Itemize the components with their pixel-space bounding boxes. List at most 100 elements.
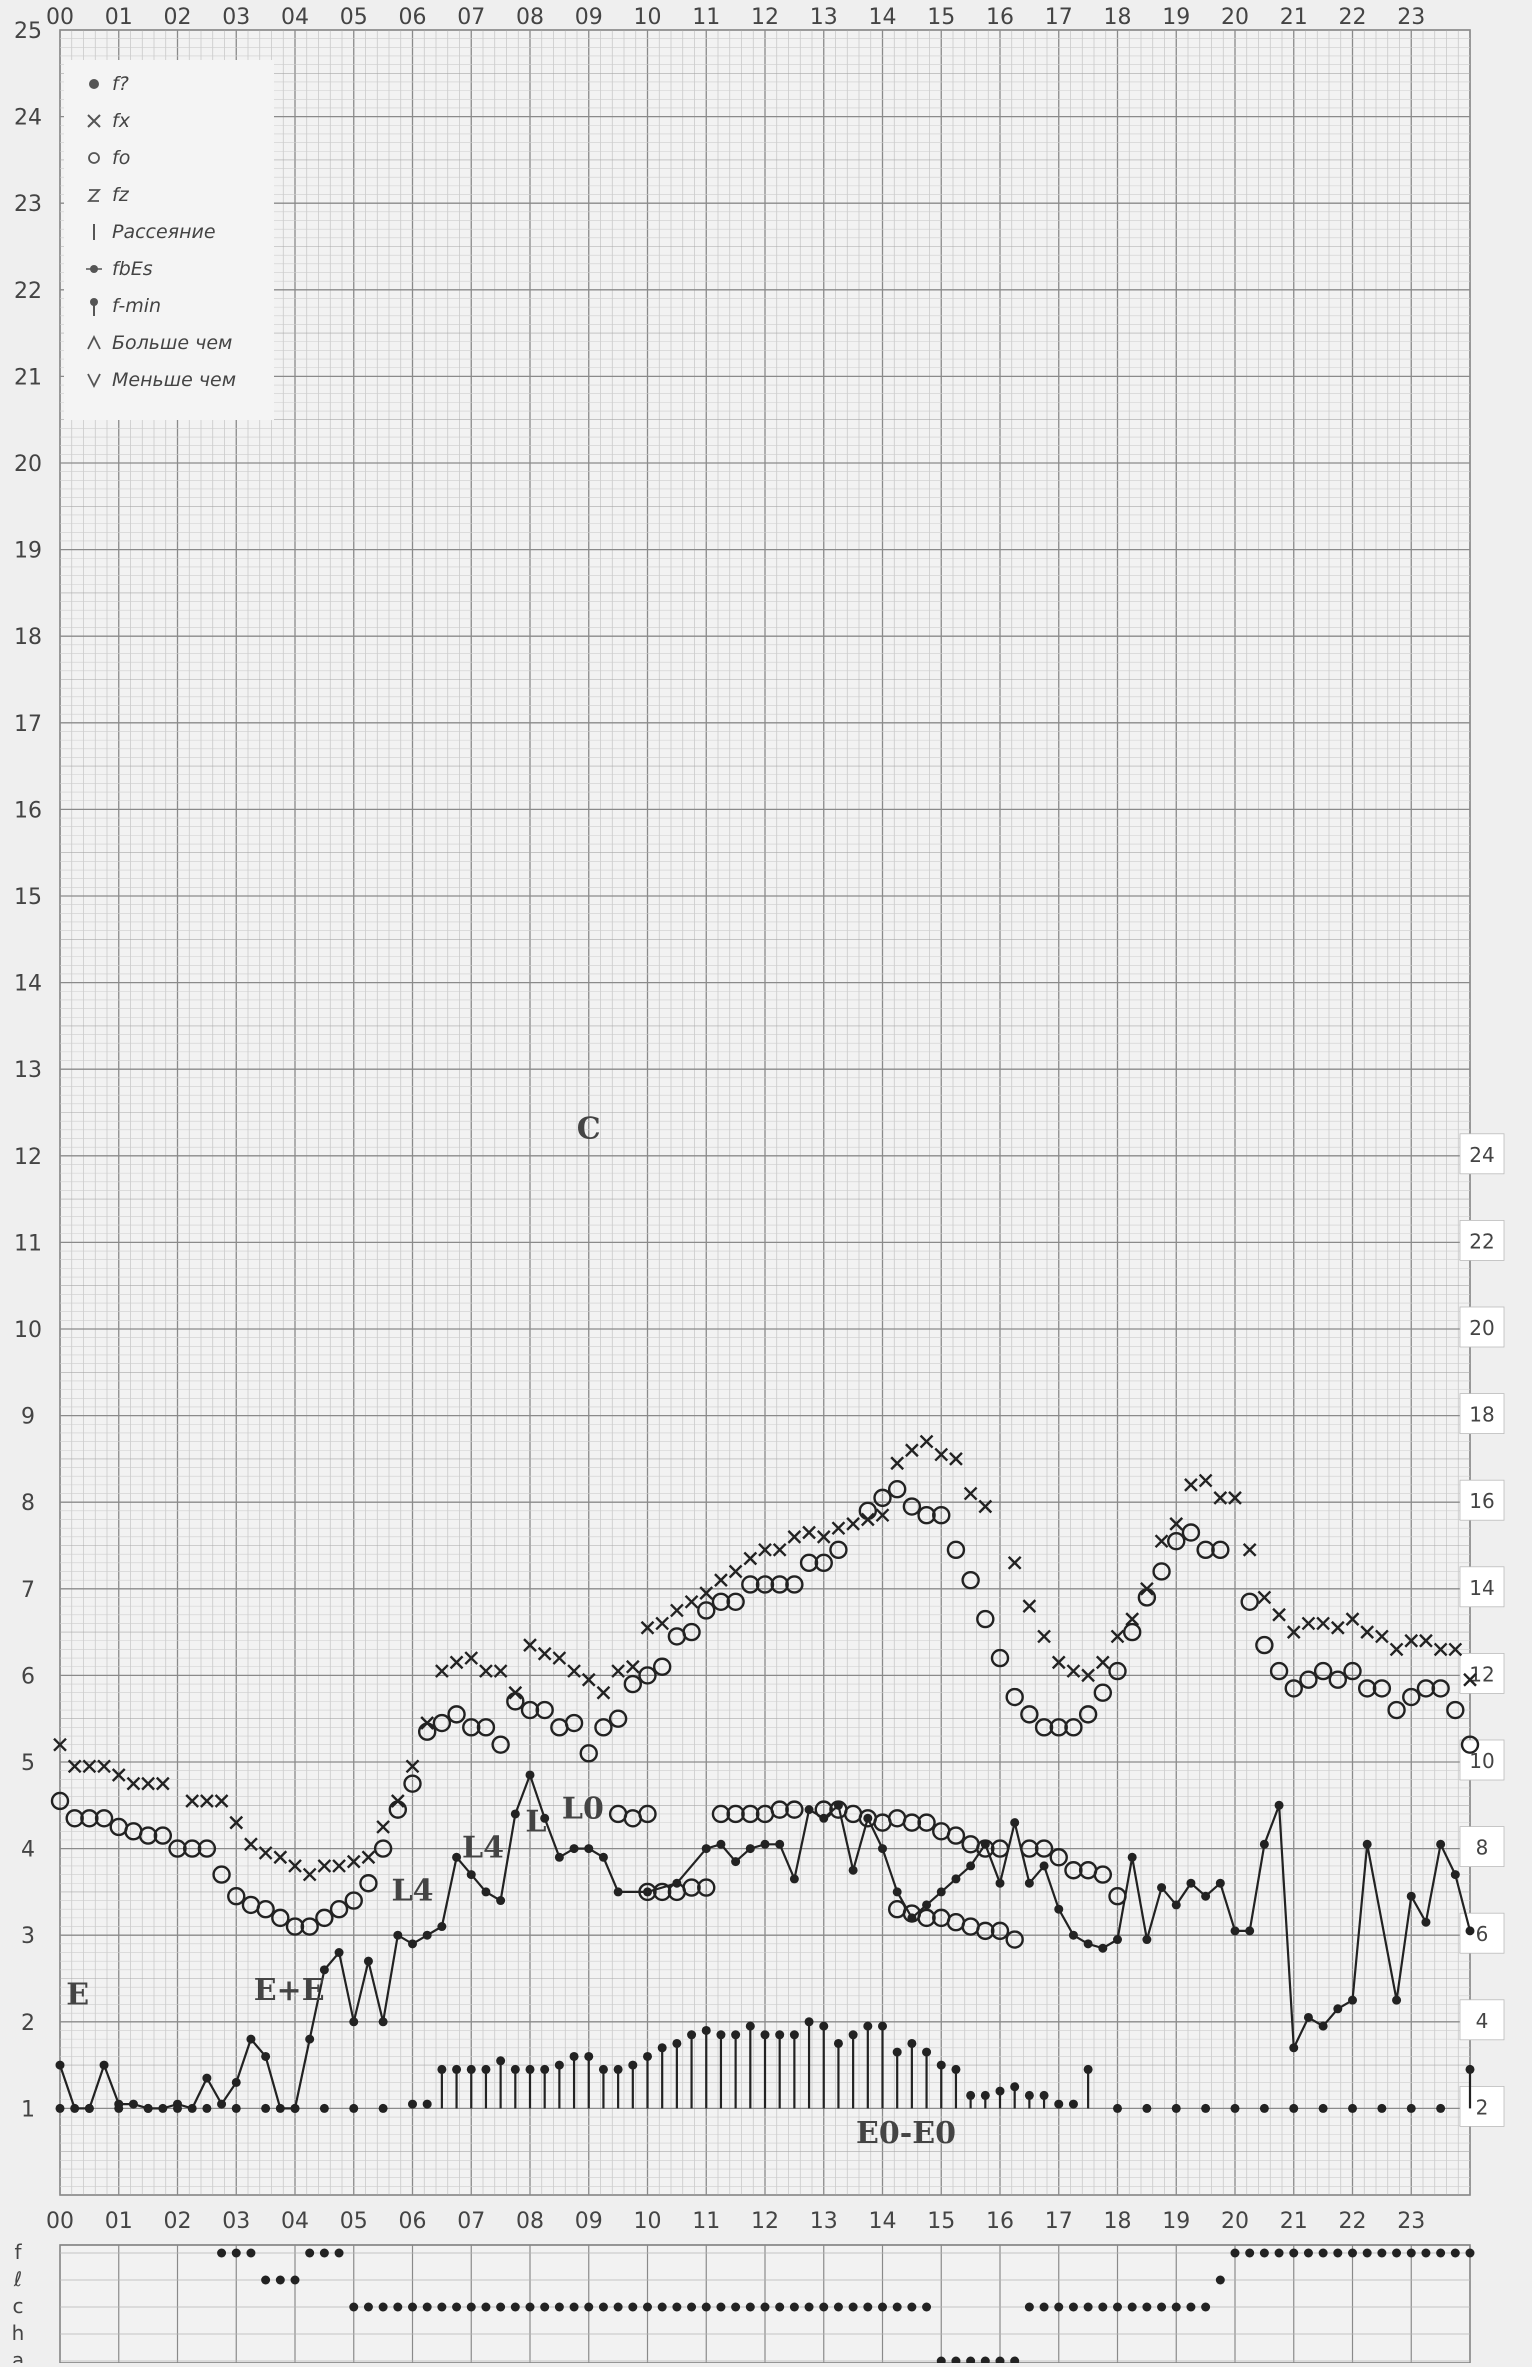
mark-fx-cross — [963, 1486, 978, 1501]
lower-mark-point — [1127, 2302, 1137, 2312]
y-tick-label-right: 8 — [1476, 1836, 1489, 1860]
x-tick-label-bottom: 07 — [457, 2209, 485, 2234]
mark-fx-cross — [1375, 1629, 1389, 1644]
mark-fx-cross — [934, 1447, 949, 1462]
mark-fo-circle — [1078, 1705, 1098, 1724]
x-tick-label-top: 08 — [516, 5, 544, 30]
mark-fx-cross — [1433, 1642, 1448, 1657]
mark-fbEs-point — [1450, 1870, 1460, 1880]
mark-fo-circle — [608, 1709, 628, 1728]
mark-fx-cross — [126, 1776, 141, 1791]
mark-fo-circle — [417, 1722, 437, 1741]
y-tick-box-right — [1459, 1306, 1505, 1348]
annotation-label: E+E — [254, 1973, 325, 2008]
mark-fmin-point — [202, 2103, 212, 2113]
mark-fx-cross — [1081, 1668, 1095, 1683]
mark-fo-circle — [873, 1488, 892, 1508]
mark-fbEs-point — [1171, 1900, 1181, 1910]
x-tick-label-top: 20 — [1221, 5, 1249, 30]
lower-mark-point — [1333, 2248, 1343, 2258]
mark-fbEs-point — [393, 1930, 403, 1940]
mark-fbEs-point — [1436, 1839, 1446, 1849]
lower-mark-point — [1098, 2302, 1108, 2312]
mark-fbEs-point — [1230, 1926, 1240, 1936]
mark-fo-circle — [138, 1826, 158, 1845]
legend-label: f? — [112, 73, 129, 95]
mark-fo-circle — [168, 1839, 187, 1858]
lower-mark-point — [525, 2302, 535, 2312]
mark-fmin-point — [584, 2051, 594, 2061]
x-tick-label-top: 12 — [751, 5, 779, 30]
mark-fbEs-point — [643, 1887, 652, 1897]
lower-mark-point — [1054, 2302, 1064, 2312]
mark-fo-circle — [741, 1804, 760, 1824]
mark-fx-cross — [1066, 1664, 1081, 1678]
mark-fbEs-point — [1142, 1935, 1152, 1945]
mark-fx-cross — [141, 1776, 155, 1791]
mark-fx-cross — [405, 1759, 420, 1774]
mark-fbEs-point — [496, 1896, 506, 1906]
mark-fmin-point — [1406, 2103, 1416, 2113]
mark-fx-cross — [1316, 1616, 1330, 1631]
mark-fx-cross — [82, 1759, 97, 1774]
legend-label: Рассеяние — [112, 221, 216, 243]
lower-mark-point — [848, 2302, 858, 2312]
mark-fo-circle — [1064, 1718, 1083, 1737]
mark-fx-cross — [200, 1794, 214, 1808]
mark-fmin-point — [540, 2064, 550, 2074]
mark-fo-circle — [1431, 1679, 1450, 1698]
mark-fx-cross — [1110, 1629, 1125, 1644]
mark-fo-circle — [623, 1674, 643, 1694]
mark-fo-circle — [1357, 1679, 1377, 1698]
mark-fo-circle — [1255, 1635, 1274, 1655]
mark-fmin-point — [408, 2099, 417, 2109]
lower-mark-point — [261, 2275, 271, 2285]
lower-mark-point — [1465, 2248, 1475, 2258]
mark-fo-circle — [1328, 1670, 1348, 1689]
mark-fo-circle — [1108, 1661, 1127, 1681]
x-tick-label-bottom: 23 — [1397, 2209, 1425, 2234]
mark-fbEs-point — [907, 1913, 917, 1923]
mark-fbEs-point — [1421, 1917, 1431, 1927]
mark-fbEs-point — [1127, 1852, 1137, 1862]
x-tick-label-top: 16 — [986, 5, 1014, 30]
lower-mark-point — [1318, 2248, 1328, 2258]
x-tick-label-top: 09 — [575, 5, 603, 30]
y-tick-label-right: 14 — [1469, 1576, 1494, 1600]
mark-fbEs-point — [231, 2077, 241, 2087]
mark-fbEs-point — [1010, 1818, 1020, 1828]
mark-fx-cross — [1286, 1625, 1301, 1639]
mark-fo-circle — [1049, 1848, 1068, 1867]
mark-fx-cross — [435, 1664, 449, 1678]
x-tick-label-bottom: 14 — [869, 2209, 897, 2234]
mark-fbEs-point — [128, 2099, 138, 2109]
mark-fx-cross — [1448, 1642, 1463, 1657]
mark-fo-circle — [858, 1501, 878, 1521]
mark-fo-circle — [711, 1804, 731, 1824]
mark-fx-cross — [596, 1685, 611, 1700]
mark-fbEs-point — [305, 2034, 315, 2044]
mark-fmin-point — [980, 2090, 990, 2100]
y-tick-label-left: 7 — [21, 1578, 35, 1603]
y-tick-box-right — [1459, 1479, 1505, 1521]
mark-fbEs-point — [804, 1805, 814, 1815]
annotation-label: E0-E0 — [856, 2116, 956, 2151]
mark-fo-circle — [315, 1908, 334, 1928]
mark-fx-cross — [288, 1859, 302, 1873]
legend-caret-up-icon — [87, 334, 101, 350]
mark-fo-circle — [726, 1592, 745, 1611]
mark-fo-circle — [212, 1865, 231, 1884]
mark-fmin-point — [848, 2030, 858, 2040]
x-tick-label-bottom: 06 — [399, 2209, 427, 2234]
mark-fx-cross — [464, 1651, 479, 1665]
mark-fbEs-point — [701, 1844, 711, 1854]
y-tick-box-right — [1459, 1826, 1505, 1867]
mark-fo-circle — [799, 1553, 819, 1573]
mark-fmin-point — [261, 2103, 271, 2113]
mark-fbEs-point — [819, 1813, 829, 1823]
mark-fx-cross — [1125, 1612, 1140, 1626]
mark-fmin-point — [1465, 2064, 1475, 2074]
legend-label: f-min — [112, 295, 161, 317]
y-tick-box-right — [1459, 1653, 1505, 1694]
lower-mark-point — [892, 2302, 902, 2312]
